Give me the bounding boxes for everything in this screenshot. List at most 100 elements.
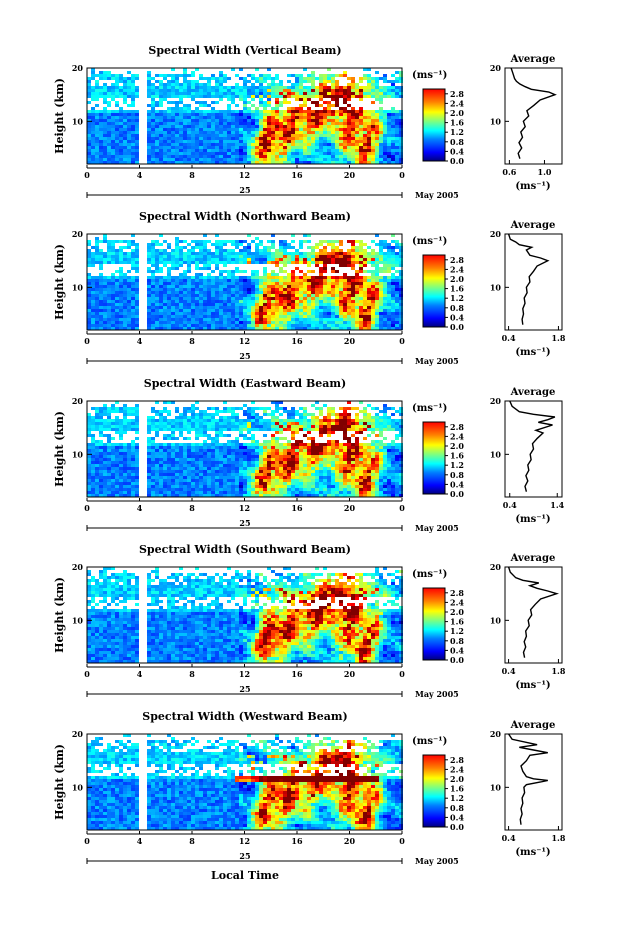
panel-title: Spectral Width (Westward Beam) xyxy=(142,710,347,723)
colorbar-tick: 2.0 xyxy=(450,274,464,284)
avg-x-tick-label: 0.4 xyxy=(502,666,516,676)
colorbar xyxy=(422,88,446,162)
colorbar-tick: 0.0 xyxy=(450,489,464,499)
colorbar-tick: 2.0 xyxy=(450,774,464,784)
x-tick-label: 8 xyxy=(189,669,195,679)
colorbar-tick: 1.6 xyxy=(450,284,464,294)
avg-y-tick-label: 20 xyxy=(490,729,502,739)
colorbar-tick: 0.8 xyxy=(450,137,464,147)
average-title: Average xyxy=(510,387,556,398)
y-tick-label: 20 xyxy=(72,562,84,572)
x-tick-label: 8 xyxy=(189,336,195,346)
heatmap-cells xyxy=(87,234,403,330)
avg-y-tick-label: 20 xyxy=(490,396,502,406)
colorbar-tick: 2.0 xyxy=(450,108,464,118)
colorbar-tick: 2.4 xyxy=(450,597,464,607)
x-tick-label: 16 xyxy=(291,336,303,346)
x-tick-label: 20 xyxy=(344,669,356,679)
colorbar-tick: 0.0 xyxy=(450,822,464,832)
y-axis-label: Height (km) xyxy=(53,244,66,320)
x-tick-label: 0 xyxy=(84,836,90,846)
average-title: Average xyxy=(510,54,556,65)
colorbar-unit: (ms⁻¹) xyxy=(412,236,447,247)
colorbar-tick: 0.0 xyxy=(450,156,464,166)
colorbar-tick: 2.0 xyxy=(450,441,464,451)
avg-x-tick-label: 1.0 xyxy=(538,167,552,177)
y-axis-label: Height (km) xyxy=(53,744,66,820)
heatmap-cells xyxy=(87,734,403,830)
colorbar-tick: 1.2 xyxy=(450,626,464,636)
y-axis-label: Height (km) xyxy=(53,78,66,154)
x-tick-label: 12 xyxy=(239,669,250,679)
y-tick-label: 10 xyxy=(72,782,84,792)
x-tick-label: 0 xyxy=(399,836,405,846)
avg-y-tick-label: 20 xyxy=(490,229,502,239)
avg-x-tick-label: 1.8 xyxy=(551,333,565,343)
average-profile-line xyxy=(509,400,556,492)
beam-panel-1: Spectral Width (Northward Beam) Height (k… xyxy=(53,210,566,366)
y-tick-label: 20 xyxy=(72,729,84,739)
colorbar-unit: (ms⁻¹) xyxy=(412,569,447,580)
day-label: 25 xyxy=(239,185,250,195)
colorbar-tick: 1.2 xyxy=(450,793,464,803)
x-tick-label: 4 xyxy=(137,669,143,679)
heatmap-cells xyxy=(87,401,403,497)
colorbar-tick: 0.4 xyxy=(450,312,464,322)
colorbar xyxy=(422,587,446,661)
x-tick-label: 8 xyxy=(189,836,195,846)
panel-title: Spectral Width (Northward Beam) xyxy=(139,210,351,223)
colorbar-tick: 0.4 xyxy=(450,812,464,822)
y-tick-label: 20 xyxy=(72,63,84,73)
avg-x-tick-label: 0.6 xyxy=(502,167,516,177)
avg-y-tick-label: 10 xyxy=(490,782,502,792)
average-title: Average xyxy=(510,720,556,731)
avg-y-tick-label: 10 xyxy=(490,282,502,292)
x-tick-label: 12 xyxy=(239,336,250,346)
colorbar-tick: 0.0 xyxy=(450,655,464,665)
panel-title: Spectral Width (Eastward Beam) xyxy=(144,377,346,390)
panel-title: Spectral Width (Southward Beam) xyxy=(139,543,351,556)
beam-panel-0: Spectral Width (Vertical Beam) Height (km… xyxy=(53,44,563,200)
x-tick-label: 16 xyxy=(291,836,303,846)
day-label: 25 xyxy=(239,684,250,694)
x-tick-label: 12 xyxy=(239,503,250,513)
x-tick-label: 0 xyxy=(84,669,90,679)
colorbar-tick: 2.8 xyxy=(450,422,464,432)
avg-x-tick-label: 0.4 xyxy=(503,500,517,510)
x-tick-label: 16 xyxy=(291,170,303,180)
x-tick-label: 20 xyxy=(344,503,356,513)
colorbar-unit: (ms⁻¹) xyxy=(412,403,447,414)
colorbar-tick: 1.6 xyxy=(450,118,464,128)
x-tick-label: 8 xyxy=(189,170,195,180)
colorbar-tick: 1.2 xyxy=(450,460,464,470)
beam-panel-2: Spectral Width (Eastward Beam) Height (km… xyxy=(53,377,565,533)
average-x-label: (ms⁻¹) xyxy=(515,514,550,525)
colorbar-unit: (ms⁻¹) xyxy=(412,736,447,747)
colorbar-tick: 1.2 xyxy=(450,127,464,137)
x-tick-label: 12 xyxy=(239,836,250,846)
colorbar-tick: 1.6 xyxy=(450,451,464,461)
colorbar-tick: 2.4 xyxy=(450,264,464,274)
x-tick-label: 4 xyxy=(137,836,143,846)
colorbar-tick: 2.0 xyxy=(450,607,464,617)
x-tick-label: 4 xyxy=(137,336,143,346)
colorbar-tick: 0.8 xyxy=(450,303,464,313)
colorbar-tick: 2.4 xyxy=(450,98,464,108)
x-axis-label: Local Time xyxy=(211,869,279,882)
heatmap-cells xyxy=(87,567,403,663)
x-tick-label: 20 xyxy=(344,836,356,846)
colorbar-tick: 2.4 xyxy=(450,431,464,441)
average-profile-line xyxy=(507,233,550,325)
y-axis-label: Height (km) xyxy=(53,577,66,653)
average-profile-line xyxy=(510,67,557,159)
average-title: Average xyxy=(510,220,556,231)
day-label: 25 xyxy=(239,851,250,861)
x-tick-label: 4 xyxy=(137,170,143,180)
colorbar xyxy=(422,421,446,495)
colorbar xyxy=(422,754,446,828)
avg-y-tick-label: 10 xyxy=(490,449,502,459)
x-tick-label: 0 xyxy=(399,336,405,346)
date-label: May 2005 xyxy=(415,689,459,699)
x-tick-label: 0 xyxy=(84,336,90,346)
